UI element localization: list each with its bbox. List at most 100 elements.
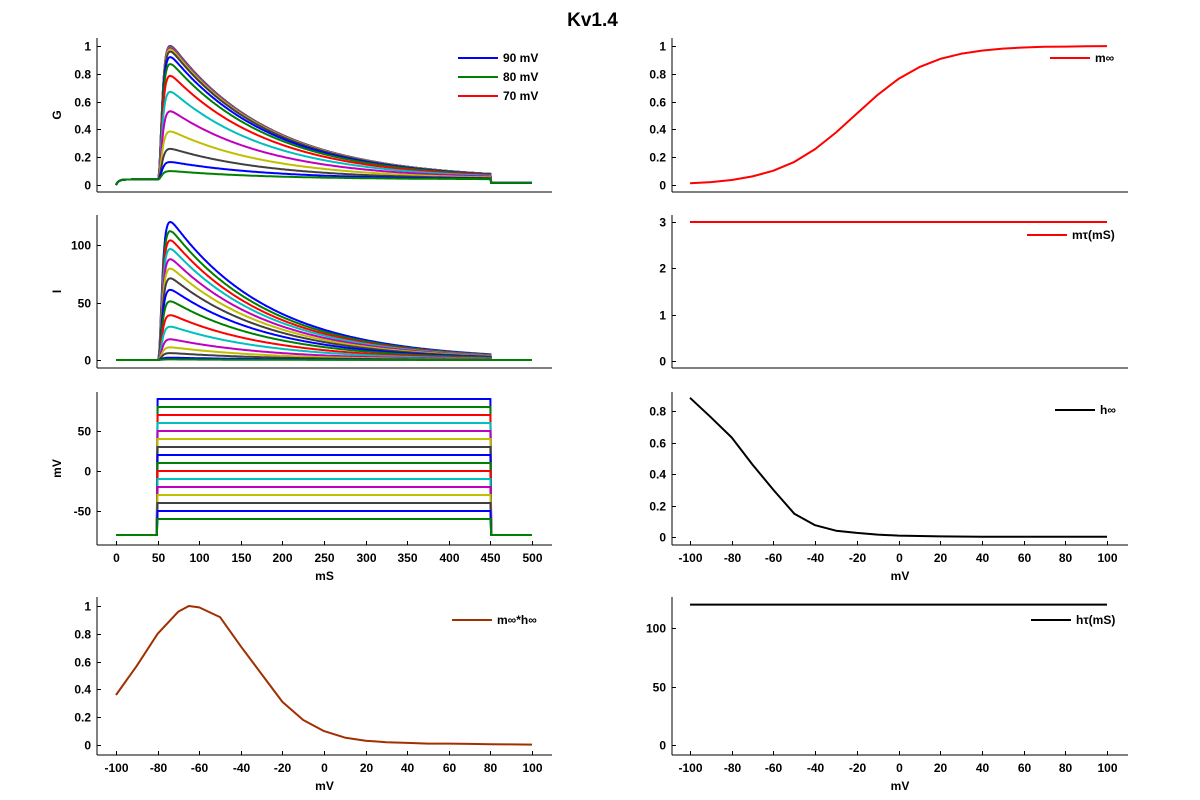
x-tick-label: -20: [849, 551, 867, 565]
legend-label: 90 mV: [503, 51, 538, 65]
x-tick-label: -40: [807, 551, 825, 565]
x-tick-label: 100: [189, 551, 209, 565]
trace-V-20mV: [116, 454, 532, 536]
trace-V-50mV: [116, 430, 532, 536]
legend-entry: 80 mV: [458, 70, 538, 84]
y-tick-label: 0.6: [74, 656, 91, 670]
y-tick-label: 0: [84, 465, 91, 479]
y-tick-label: 1: [84, 40, 91, 54]
legend-entry: m∞: [1050, 51, 1114, 65]
x-tick-label: 400: [439, 551, 459, 565]
y-tick-label: 50: [78, 297, 92, 311]
y-tick-label: 0.4: [74, 123, 91, 137]
y-tick-label: 0.6: [649, 96, 666, 110]
x-tick-label: 40: [976, 551, 990, 565]
x-tick-label: 100: [1097, 551, 1117, 565]
x-tick-label: 100: [522, 761, 542, 775]
x-tick-label: -60: [765, 551, 783, 565]
legend-label: m∞*h∞: [497, 613, 537, 627]
x-tick-label: 20: [360, 761, 374, 775]
x-tick-label: 80: [484, 761, 498, 775]
y-tick-label: 0.8: [74, 68, 91, 82]
x-axis-label: mV: [891, 779, 910, 793]
series-hinf: [689, 397, 1107, 538]
y-tick-label: 0.8: [649, 68, 666, 82]
x-tick-label: 60: [1018, 551, 1032, 565]
x-tick-label: -100: [678, 761, 702, 775]
x-axis-label: mV: [315, 779, 334, 793]
figure-title: Kv1.4: [567, 10, 618, 31]
x-tick-label: -60: [765, 761, 783, 775]
x-tick-label: 20: [934, 761, 948, 775]
y-axis-label: mV: [50, 459, 64, 478]
legend-entry: 90 mV: [458, 51, 538, 65]
trace-V-60mV: [116, 422, 532, 536]
y-tick-label: 0: [659, 355, 666, 369]
x-tick-label: -20: [274, 761, 292, 775]
legend-entry: h∞: [1055, 403, 1116, 417]
y-axis-label: I: [50, 290, 64, 293]
x-tick-label: -40: [807, 761, 825, 775]
trace-V-70mV: [116, 414, 532, 536]
legend-label: mτ(mS): [1072, 228, 1115, 242]
series-minf: [689, 45, 1108, 185]
y-tick-label: 0.6: [649, 437, 666, 451]
legend-label: hτ(mS): [1076, 613, 1115, 627]
y-tick-label: 0.6: [74, 96, 91, 110]
x-tick-label: 50: [152, 551, 166, 565]
trace-V-40mV: [116, 438, 532, 536]
y-tick-label: 0.4: [74, 683, 91, 697]
x-tick-label: 300: [356, 551, 376, 565]
y-tick-label: 0.4: [649, 468, 666, 482]
legend-label: m∞: [1095, 51, 1114, 65]
legend-entry: 70 mV: [458, 89, 538, 103]
x-tick-label: -20: [849, 761, 867, 775]
trace-V--40mV: [116, 502, 532, 536]
trace-V-10mV: [116, 462, 532, 536]
x-tick-label: -60: [191, 761, 209, 775]
x-axis-label: mV: [891, 569, 910, 583]
x-tick-label: 60: [443, 761, 457, 775]
trace-V--20mV: [116, 486, 532, 536]
axes-I: 0 50 100 I: [50, 215, 552, 369]
x-tick-label: -100: [104, 761, 128, 775]
legend-entry: mτ(mS): [1027, 228, 1115, 242]
trace-V--30mV: [116, 494, 532, 536]
y-tick-label: 1: [84, 600, 91, 614]
x-tick-label: 40: [401, 761, 415, 775]
y-tick-label: 0.2: [74, 711, 91, 725]
trace-G--60mV: [115, 170, 532, 186]
axes-minf: 0 0.2 0.4 0.6 0.8 1 m∞: [649, 38, 1128, 193]
y-tick-label: 0: [659, 739, 666, 753]
x-tick-label: 250: [314, 551, 334, 565]
axes-minf_hinf: 0 0.2 0.4 0.6 0.8 1 -100 -80 -60 -40 -20 0 20 40 60 80 1…: [74, 597, 552, 793]
x-tick-label: 0: [896, 761, 903, 775]
y-tick-label: 1: [659, 40, 666, 54]
x-tick-label: 200: [272, 551, 292, 565]
y-tick-label: 1: [659, 309, 666, 323]
x-tick-label: 0: [113, 551, 120, 565]
x-tick-label: -80: [150, 761, 168, 775]
axes-hinf: 0 0.2 0.4 0.6 0.8 -100 -80 -60 -40 -20 0 20 40 60 80 10…: [649, 392, 1128, 583]
y-tick-label: 0: [659, 531, 666, 545]
x-axis-label: mS: [315, 569, 334, 583]
axes-mtau: 0 1 2 3 mτ(mS): [659, 215, 1128, 369]
x-tick-label: 500: [522, 551, 542, 565]
x-tick-label: 350: [397, 551, 417, 565]
y-tick-label: 3: [659, 216, 666, 230]
x-tick-label: 100: [1097, 761, 1117, 775]
trace-V-80mV: [116, 406, 532, 536]
trace-V--50mV: [116, 510, 532, 536]
legend-entry: hτ(mS): [1031, 613, 1115, 627]
y-tick-label: 0.2: [74, 151, 91, 165]
x-tick-label: -80: [724, 551, 742, 565]
trace-V-90mV: [116, 398, 532, 536]
y-tick-label: 0: [659, 179, 666, 193]
y-tick-label: 0.2: [649, 500, 666, 514]
y-tick-label: 2: [659, 262, 666, 276]
y-tick-label: 0.8: [649, 405, 666, 419]
x-tick-label: 0: [321, 761, 328, 775]
x-tick-label: 20: [934, 551, 948, 565]
